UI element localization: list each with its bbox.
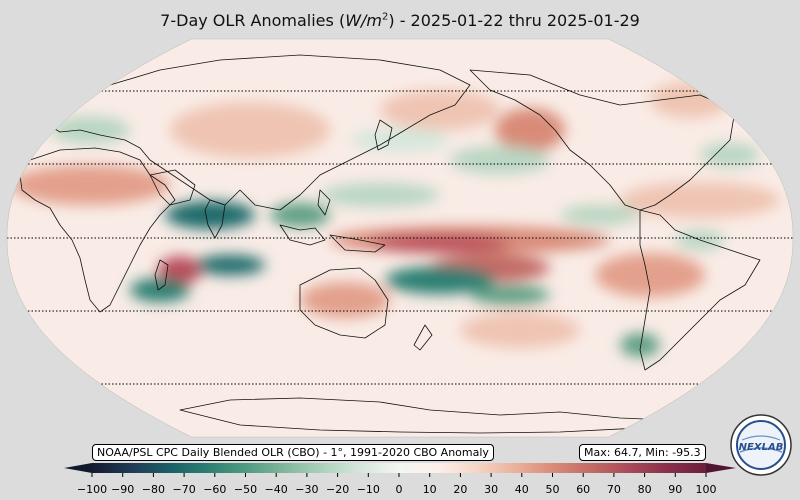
cool-anomaly-patch (320, 183, 440, 207)
colorbar-gradient (92, 463, 706, 473)
south-america-outline (639, 209, 761, 371)
cool-anomaly-patch (350, 128, 450, 152)
warm-anomaly-patch (595, 253, 705, 297)
colorbar-tick-label: −20 (325, 483, 350, 496)
warm-anomaly-patch (300, 282, 390, 318)
colorbar-tick-label: −70 (172, 483, 196, 496)
madagascar-outline (154, 259, 169, 291)
warm-anomaly-patch (460, 312, 580, 348)
cool-anomaly-patch (700, 143, 760, 167)
warm-anomaly-patch (495, 108, 565, 152)
colorbar-tick-label: −10 (356, 483, 380, 496)
new-zealand-outline (413, 324, 433, 351)
warm-anomaly-patch (620, 182, 780, 218)
colorbar-tick-label: 80 (637, 483, 652, 496)
colorbar-tick-label: 40 (514, 483, 529, 496)
warm-anomaly-patch (370, 234, 510, 252)
colorbar-tick-label: 20 (453, 483, 468, 496)
colorbar-tick-label: 70 (606, 483, 621, 496)
japan-outline (374, 119, 393, 151)
cool-anomaly-patch (165, 201, 255, 229)
colorbar-tick-label: 0 (395, 483, 403, 496)
warm-anomaly-patch (158, 256, 202, 284)
map-globe (6, 38, 794, 438)
colorbar-extend-high (706, 463, 736, 473)
colorbar-tick-label: −50 (233, 483, 258, 496)
globe-border (6, 38, 794, 438)
new-guinea-outline (329, 234, 386, 253)
warm-anomaly-patch (380, 90, 500, 130)
colorbar-tick-label: −40 (264, 483, 288, 496)
africa-outline (19, 147, 176, 313)
svg-text:NEXLAB: NEXLAB (739, 442, 784, 453)
india-outline (204, 199, 226, 239)
colorbar-tick-label: 100 (695, 483, 717, 496)
colorbar-tick-label: −90 (111, 483, 135, 496)
colorbar-tick-label: 60 (576, 483, 591, 496)
cool-anomaly-patch (270, 203, 330, 227)
eurasia-outline (39, 54, 471, 211)
nexlab-logo: NEXLAB (730, 414, 792, 476)
north-america-outline (469, 69, 736, 211)
anomaly-field (7, 54, 793, 434)
latitude-lines (7, 90, 793, 385)
cool-anomaly-patch (620, 333, 660, 357)
colorbar-tick-label: −100 (76, 483, 108, 496)
colorbar-tick-label: −30 (295, 483, 319, 496)
cool-anomaly-patch (195, 255, 265, 275)
cool-anomaly-patch (450, 146, 550, 174)
cool-anomaly-patch (560, 205, 640, 225)
colorbar-tick-label: 10 (422, 483, 437, 496)
philippines-outline (317, 189, 331, 216)
greenland-outline (739, 59, 791, 96)
australia-outline (299, 267, 389, 339)
colorbar-tick-label: −80 (141, 483, 165, 496)
colorbar-tick-label: 30 (484, 483, 499, 496)
indonesia-outline (279, 224, 326, 246)
data-source-label: NOAA/PSL CPC Daily Blended OLR (CBO) - 1… (92, 444, 494, 461)
colorbar (64, 463, 736, 477)
colorbar-tick-label: 50 (545, 483, 560, 496)
page-title: 7-Day OLR Anomalies (W/m2) - 2025-01-22 … (160, 11, 640, 30)
cool-anomaly-patch (385, 266, 495, 294)
cool-anomaly-patch (130, 278, 190, 302)
arabia-outline (149, 169, 196, 206)
warm-anomaly-patch (170, 102, 330, 158)
colorbar-extend-low (64, 463, 92, 473)
colorbar-tick-label: −60 (203, 483, 227, 496)
warm-anomaly-patch (10, 165, 170, 205)
cool-anomaly-patch (50, 116, 130, 144)
colorbar-tick-label: 90 (668, 483, 683, 496)
max-min-label: Max: 64.7, Min: -95.3 (579, 444, 706, 461)
cool-anomaly-patch (470, 285, 550, 305)
